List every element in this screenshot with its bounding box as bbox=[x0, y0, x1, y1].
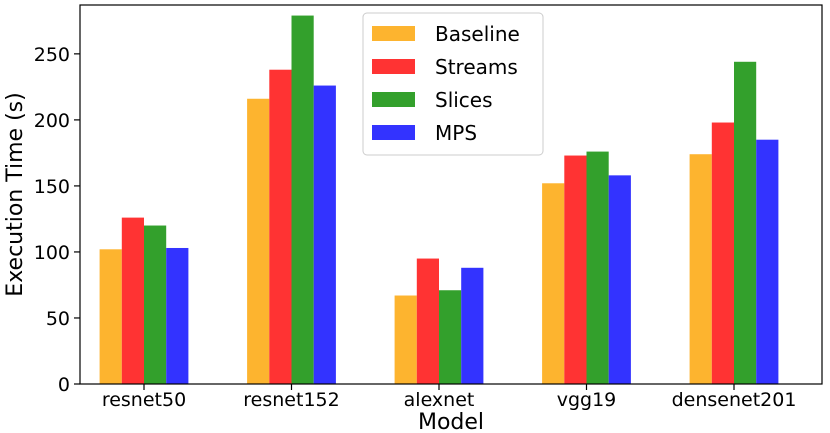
y-tick-label: 100 bbox=[34, 242, 70, 264]
plot-frame bbox=[79, 4, 823, 385]
bar-baseline-alexnet bbox=[394, 295, 417, 384]
bar-slices-alexnet bbox=[439, 290, 462, 384]
bar-mps-alexnet bbox=[461, 267, 484, 384]
bar-mps-resnet50 bbox=[166, 247, 189, 384]
legend-swatch-baseline bbox=[372, 26, 415, 41]
x-tick-label: vgg19 bbox=[557, 389, 617, 411]
legend-swatch-slices bbox=[372, 92, 415, 107]
bar-baseline-resnet152 bbox=[247, 98, 270, 384]
y-tick-label: 200 bbox=[34, 110, 70, 132]
x-tick-label: alexnet bbox=[404, 389, 475, 411]
bar-mps-densenet201 bbox=[756, 139, 779, 384]
x-axis-title: Model bbox=[418, 410, 484, 433]
bar-streams-alexnet bbox=[416, 258, 439, 384]
y-axis: 0 50 100 150 200 250 bbox=[34, 44, 80, 396]
bar-slices-vgg19 bbox=[586, 151, 609, 384]
legend: Baseline Streams Slices MPS bbox=[362, 12, 544, 156]
y-tick-label: 0 bbox=[58, 374, 70, 396]
bar-streams-resnet152 bbox=[269, 69, 292, 385]
bar-mps-vgg19 bbox=[608, 175, 631, 384]
x-axis: resnet50 resnet152 alexnet vgg19 densenet201 bbox=[102, 384, 797, 411]
bar-streams-densenet201 bbox=[711, 122, 734, 384]
y-tick-label: 150 bbox=[34, 176, 70, 198]
bar-mps-resnet152 bbox=[313, 85, 336, 385]
y-axis-title: Execution Time (s) bbox=[3, 92, 28, 296]
legend-label-streams: Streams bbox=[435, 55, 518, 79]
x-tick-label: densenet201 bbox=[672, 389, 797, 411]
legend-swatch-streams bbox=[372, 59, 415, 74]
bar-slices-resnet152 bbox=[291, 15, 314, 385]
x-tick-label: resnet152 bbox=[243, 389, 339, 411]
x-tick-label: resnet50 bbox=[102, 389, 186, 411]
legend-label-baseline: Baseline bbox=[435, 22, 520, 46]
bar-streams-vgg19 bbox=[564, 155, 587, 384]
legend-label-mps: MPS bbox=[435, 121, 477, 145]
legend-swatch-mps bbox=[372, 125, 415, 140]
bar-baseline-densenet201 bbox=[689, 154, 712, 384]
bar-baseline-vgg19 bbox=[542, 183, 565, 384]
bar-baseline-resnet50 bbox=[99, 249, 122, 384]
legend-frame bbox=[362, 12, 544, 156]
y-tick-label: 50 bbox=[46, 308, 70, 330]
bar-slices-densenet201 bbox=[734, 61, 757, 384]
legend-label-slices: Slices bbox=[435, 88, 493, 112]
bar-streams-resnet50 bbox=[121, 217, 144, 384]
bars-group bbox=[99, 15, 779, 385]
bar-slices-resnet50 bbox=[144, 225, 167, 384]
y-tick-label: 250 bbox=[34, 44, 70, 66]
